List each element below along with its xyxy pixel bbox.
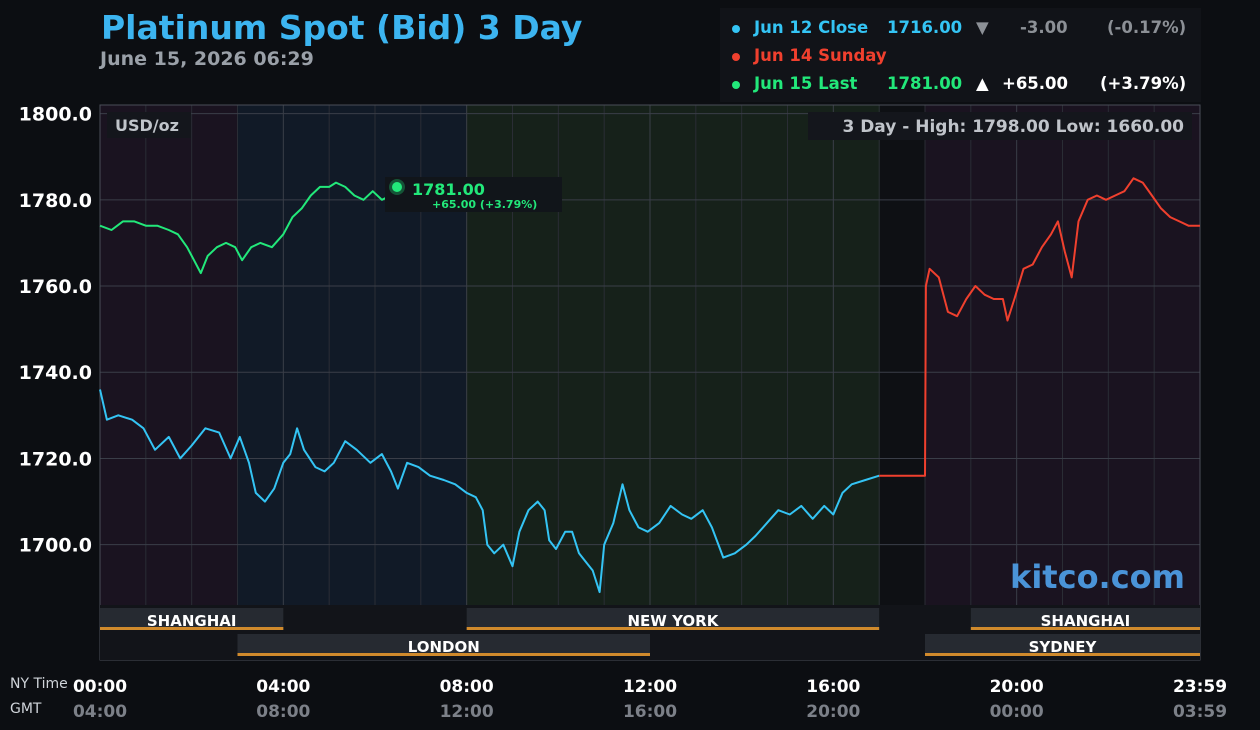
x-tick-label-gmt: 04:00	[73, 702, 127, 722]
legend-dot-icon	[732, 53, 740, 61]
x-tick-label-ny: 20:00	[990, 677, 1044, 697]
session-label: SHANGHAI	[1041, 612, 1131, 630]
legend-pct: (+3.79%)	[1100, 74, 1187, 93]
watermark: kitco.com	[1010, 558, 1185, 596]
series	[99, 177, 1200, 594]
last-price-value: 1781.00	[412, 180, 485, 199]
y-tick-label: 1800.0	[19, 104, 92, 126]
series-line	[99, 181, 398, 275]
legend-value: 1716.00	[887, 18, 963, 37]
y-tick-label: 1740.0	[19, 362, 92, 384]
y-tick-label: 1760.0	[19, 276, 92, 298]
x-tick-label-gmt: 12:00	[440, 702, 494, 722]
x-tick-label-ny: 08:00	[440, 677, 494, 697]
gmt-label: GMT	[10, 701, 42, 717]
x-tick-label-gmt: 00:00	[990, 702, 1044, 722]
x-axis: 00:00 04:00 04:00 08:00 08:00 12:00 12:00 16:00…	[73, 677, 1227, 722]
y-tick-label: 1700.0	[19, 535, 92, 557]
session-bar	[970, 608, 1200, 630]
x-tick-label-ny: 00:00	[73, 677, 127, 697]
chart-title: Platinum Spot (Bid) 3 Day	[101, 8, 583, 47]
legend-dot-icon	[732, 81, 740, 89]
series-line	[99, 389, 880, 594]
legend: Jun 12 Close 1716.00 ▼ -3.00 (-0.17%) Ju…	[720, 8, 1201, 102]
grid	[99, 104, 1201, 661]
last-price-change: +65.00 (+3.79%)	[432, 198, 537, 211]
legend-change: -3.00	[1020, 18, 1068, 37]
series-line	[879, 177, 1200, 477]
x-tick-label-gmt: 08:00	[256, 702, 310, 722]
legend-label: Jun 14 Sunday	[754, 46, 887, 65]
session-label: NEW YORK	[628, 612, 720, 630]
y-tick-label: 1720.0	[19, 448, 92, 470]
x-tick-label-gmt: 03:59	[1173, 702, 1227, 722]
session-underline	[970, 627, 1200, 630]
session-label: SHANGHAI	[147, 612, 237, 630]
legend-label: Jun 12 Close	[754, 18, 869, 37]
x-tick-label-ny: 23:59	[1173, 677, 1227, 697]
x-tick-label-gmt: 16:00	[623, 702, 677, 722]
session-label: LONDON	[408, 638, 480, 656]
session-underline	[466, 627, 880, 630]
hilo-label: 3 Day - High: 1798.00 Low: 1660.00	[842, 117, 1184, 137]
session-bars: SHANGHAI NEW YORK SHANGHAI LONDON SYDNEY	[100, 605, 1200, 660]
legend-label: Jun 15 Last	[754, 74, 858, 93]
x-tick-label-ny: 12:00	[623, 677, 677, 697]
x-tick-label-ny: 04:00	[256, 677, 310, 697]
last-price-dot	[392, 182, 402, 192]
x-tick-label-ny: 16:00	[806, 677, 860, 697]
session-underline	[100, 627, 284, 630]
last-price-box	[385, 177, 562, 212]
session-bar	[100, 608, 284, 630]
session-underline	[925, 653, 1200, 656]
session-label: SYDNEY	[1029, 638, 1098, 656]
y-tick-label: 1780.0	[19, 190, 92, 212]
legend-dot-icon	[732, 25, 740, 33]
zone-closed	[880, 105, 925, 605]
legend-change: +65.00	[1002, 74, 1069, 93]
session-bar	[925, 634, 1200, 656]
up-arrow-icon: ▲	[976, 74, 989, 93]
zone-shanghai-morning	[100, 105, 237, 605]
down-arrow-icon: ▼	[976, 18, 989, 37]
x-tick-label-gmt: 20:00	[806, 702, 860, 722]
session-bar	[466, 608, 880, 630]
ny-time-label: NY Time	[10, 676, 68, 692]
legend-value: 1781.00	[887, 74, 963, 93]
y-axis: 1700.0 1720.0 1740.0 1760.0 1780.0 1800.0	[19, 104, 92, 557]
session-bar	[237, 634, 650, 656]
session-underline	[237, 653, 650, 656]
legend-pct: (-0.17%)	[1107, 18, 1187, 37]
unit-label: USD/oz	[115, 116, 179, 135]
unit-label-bg	[107, 112, 191, 138]
hilo-label-bg	[808, 112, 1192, 140]
chart-datetime: June 15, 2026 06:29	[100, 48, 314, 70]
